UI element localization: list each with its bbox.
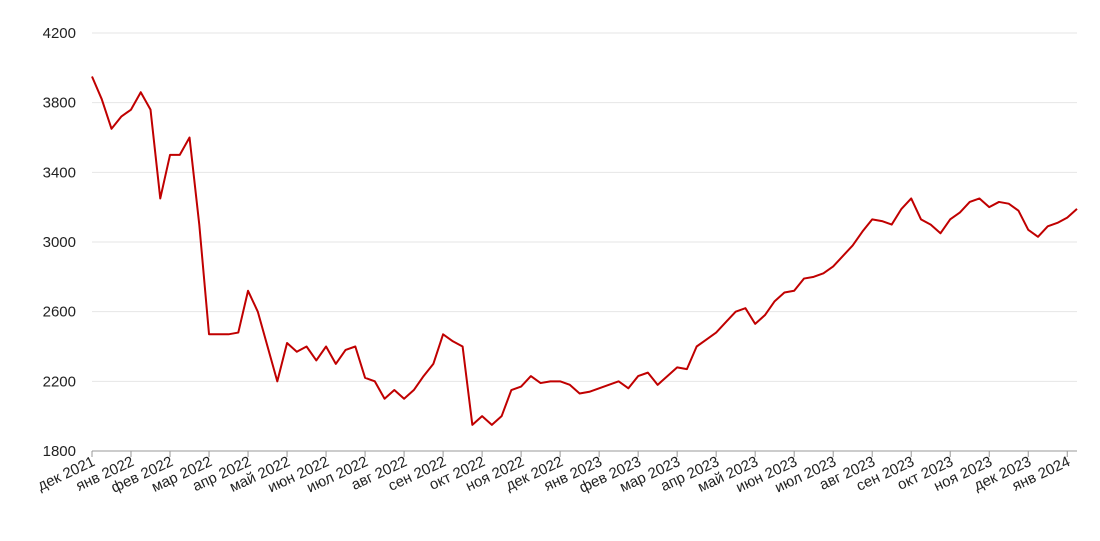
- line-series: [91, 76, 1078, 426]
- y-tick-label: 3800: [43, 95, 76, 112]
- y-tick-label: 4200: [43, 25, 76, 42]
- y-tick-label: 1800: [43, 443, 76, 460]
- y-tick-label: 3400: [43, 164, 76, 181]
- y-tick-label: 2200: [43, 373, 76, 390]
- y-tick-label: 3000: [43, 234, 76, 251]
- y-tick-label: 2600: [43, 304, 76, 321]
